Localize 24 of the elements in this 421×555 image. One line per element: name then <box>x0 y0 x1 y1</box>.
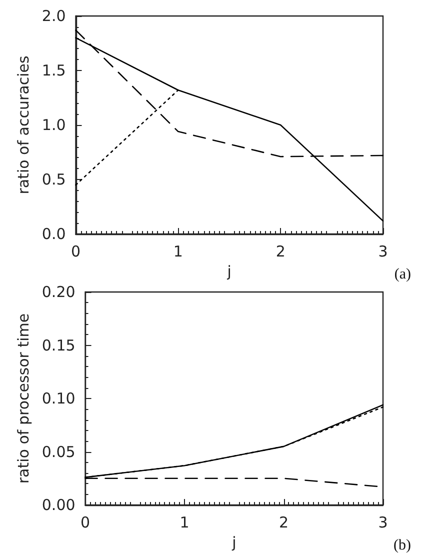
x-tick-label: 3 <box>378 242 388 260</box>
y-tick-label: 2.0 <box>42 7 66 25</box>
x-axis-title: j <box>226 262 232 280</box>
y-tick-label: 0.05 <box>42 442 76 461</box>
x-tick-label: 2 <box>276 242 286 260</box>
x-tick-label: 3 <box>378 514 388 532</box>
x-tick-label: 1 <box>173 242 183 260</box>
y-axis-title: ratio of accuracies <box>14 56 32 194</box>
x-tick-label: 2 <box>278 514 289 532</box>
y-tick-label: 1.5 <box>42 62 66 80</box>
y-axis-title: ratio of processor time <box>14 313 32 484</box>
x-tick-label: 0 <box>70 242 81 260</box>
x-axis-title: j <box>231 534 236 552</box>
x-tick-label: 1 <box>180 514 190 532</box>
y-tick-label: 0.0 <box>42 225 66 243</box>
y-tick-label: 0.15 <box>42 336 76 354</box>
y-tick-label: 0.10 <box>42 390 76 408</box>
y-tick-label: 0.20 <box>42 283 76 301</box>
x-tick-label: 0 <box>80 514 90 532</box>
y-tick-label: 0.00 <box>42 496 76 514</box>
y-tick-label: 1.0 <box>42 116 66 134</box>
y-tick-label: 0.5 <box>42 170 66 188</box>
text: (a) <box>394 266 412 282</box>
text: (b) <box>394 538 412 554</box>
